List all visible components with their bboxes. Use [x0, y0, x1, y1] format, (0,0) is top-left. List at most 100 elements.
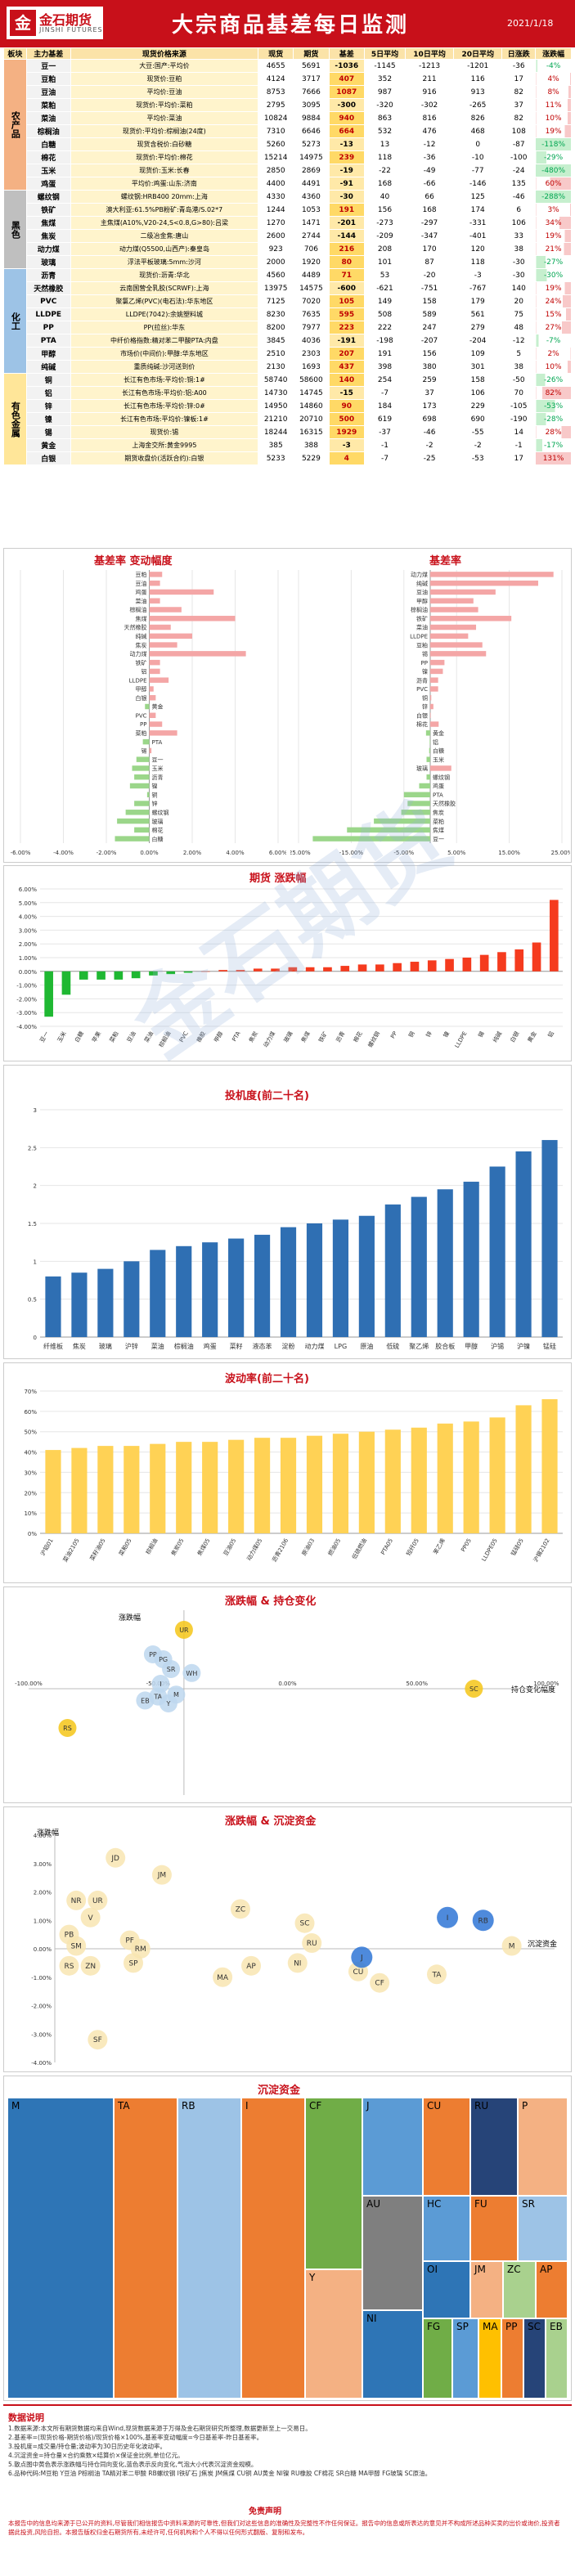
bar: [462, 958, 472, 972]
treemap-cell: NI: [362, 2310, 423, 2399]
commodity-name: 锡: [25, 425, 71, 439]
note-line: 6.品种代码:M豆粕 Y豆油 P棕榈油 TA精对苯二甲酸 RB螺纹钢 I铁矿石 …: [8, 2470, 432, 2477]
table-row: 豆油 平均价:豆油 8753 7666 1087 987 916 913 82 8%: [4, 85, 572, 99]
table-row: PVC 聚氯乙烯(PVC)(电石法):华东地区 7125 7020 105 149 158 1…: [4, 294, 572, 308]
cell-basis: 437: [328, 360, 366, 374]
bar: [149, 651, 246, 657]
column-header: 现货价格来源: [70, 47, 259, 60]
point-label: M: [509, 1943, 515, 1951]
cell-spot: 15214: [258, 150, 294, 164]
spot-source: 现货价:平均价:棉花: [70, 150, 259, 164]
cell-spot: 10824: [258, 111, 294, 125]
cell-a5: 40: [364, 190, 406, 204]
category-label: 螺纹钢: [152, 809, 169, 816]
scatter-point: [159, 1694, 177, 1712]
category-label: 豆一: [433, 836, 444, 842]
y-tick-label: 3: [34, 1107, 37, 1114]
cell-fut: 706: [293, 242, 330, 256]
commodity-name: 天然橡胶: [25, 281, 71, 295]
note-line: 1.数据来源:本文所有期货数据均来自Wind,现货数据来源于万得及金石期货研究所…: [8, 2425, 312, 2432]
bar: [149, 607, 182, 613]
cell-fut: 5273: [293, 137, 330, 151]
spot-source: 主焦煤(A10%,V20-24,S<0.8,G>80):吕梁: [70, 216, 259, 230]
category-label: 锌: [422, 703, 428, 711]
scatter-point: [287, 1953, 308, 1973]
vol-title: 波动率(前二十名): [225, 1373, 309, 1385]
y-tick-label: 2.00%: [19, 941, 38, 948]
cell-a5: 619: [364, 412, 406, 426]
cell-spot: 8753: [258, 85, 294, 99]
commodity-name: 棕榈油: [25, 124, 71, 138]
table-row: 动力煤 动力煤(Q5500,山西产):秦皇岛 923 706 216 208 170 120 3…: [4, 242, 572, 256]
category-label: 纯碱: [491, 1030, 503, 1044]
bar: [149, 659, 160, 666]
bar: [430, 580, 539, 586]
category-label: 棕榈油: [144, 1537, 159, 1556]
bar: [384, 1429, 401, 1533]
treemap-cell: FG: [423, 2318, 452, 2399]
commodity-name: 鸡蛋: [25, 177, 71, 191]
category-label: LPG: [335, 1343, 347, 1350]
treemap-cell: Y: [305, 2269, 362, 2399]
cell-pct: -480%: [535, 164, 572, 177]
point-label: TA: [431, 1971, 442, 1979]
cell-a10: 66: [404, 190, 455, 204]
cell-fut: 2744: [293, 229, 330, 243]
scatter-point: [501, 1936, 522, 1956]
cell-spot: 7310: [258, 124, 294, 138]
bar: [419, 783, 430, 789]
cell-fut: 1920: [293, 255, 330, 269]
bar: [541, 1398, 558, 1533]
cell-a5: -22: [364, 164, 406, 177]
category-label: 镍: [442, 1030, 451, 1039]
bar: [228, 1439, 245, 1533]
point-label: RM: [135, 1945, 146, 1954]
cell-basis: 239: [328, 150, 366, 164]
commodity-name: 豆粕: [25, 72, 71, 86]
bar: [117, 818, 150, 824]
x-tick-label: -5.00%: [393, 850, 414, 856]
y-tick-label: 70%: [24, 1389, 37, 1395]
x-tick-label: -25.00%: [290, 850, 311, 856]
bar: [515, 1151, 532, 1337]
column-header: 期货: [293, 47, 330, 60]
bar: [306, 1435, 323, 1533]
cell-spot: 5233: [258, 451, 294, 465]
spot-source: 平均价:豆油: [70, 85, 259, 99]
cell-spot: 2000: [258, 255, 294, 269]
bar: [332, 1219, 349, 1337]
bar: [489, 1417, 505, 1533]
treemap-cell: SR: [518, 2196, 568, 2261]
cell-spot: 13975: [258, 281, 294, 295]
cell-pct: 21%: [535, 242, 572, 256]
category-label: 沪镍: [517, 1342, 530, 1350]
category-label: 铁矿: [136, 659, 147, 666]
category-label: 黄金: [433, 729, 444, 737]
category-label: 铝: [142, 668, 147, 675]
category-label: 纤维板: [43, 1342, 63, 1350]
y-tick-label: -1.00%: [31, 1975, 52, 1981]
category-label: 胶合板: [435, 1342, 455, 1350]
cell-pct: 8%: [535, 85, 572, 99]
bar: [183, 971, 193, 973]
cell-a5: 118: [364, 150, 406, 164]
treemap-cell: CU: [423, 2098, 470, 2196]
cell-a10: -751: [404, 281, 455, 295]
point-label: AP: [246, 1963, 256, 1971]
category-label: 镍: [422, 668, 428, 675]
cell-spot: 4655: [258, 59, 294, 73]
commodity-name: 白银: [25, 451, 71, 465]
category-label: PP: [421, 660, 428, 666]
cell-pct: -118%: [535, 137, 572, 151]
cell-basis: 71: [328, 268, 366, 282]
y-tick-label: 5.00%: [19, 900, 38, 907]
category-label: 沪铝01: [38, 1537, 54, 1557]
commodity-name: 铜: [25, 373, 71, 387]
bar: [149, 971, 158, 976]
category-label: 甲醇: [465, 1342, 478, 1350]
cell-a10: -20: [404, 268, 455, 282]
treemap-cell: ZC: [503, 2261, 536, 2318]
category-label: 豆油: [416, 589, 428, 596]
category-label: 沥青: [335, 1030, 347, 1044]
y-tick-label: 10%: [24, 1510, 37, 1517]
